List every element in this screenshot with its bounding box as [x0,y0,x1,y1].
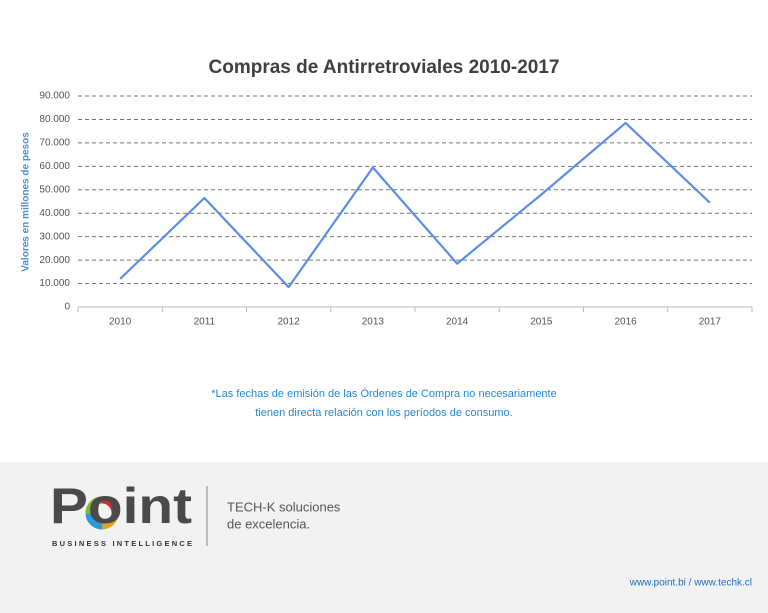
chart-title: Compras de Antirretroviales 2010-2017 [209,57,560,78]
x-tick-label: 2012 [278,317,301,328]
y-tick-label: 80.000 [39,114,70,125]
x-tick-label: 2014 [446,317,469,328]
logo-ring [85,496,119,530]
x-tick-label: 2016 [615,317,638,328]
y-tick-label: 40.000 [39,208,70,219]
x-tick-label: 2010 [109,317,132,328]
y-tick-label: 20.000 [39,255,70,266]
x-tick-label: 2013 [362,317,385,328]
footnote: tienen directa relación con los períodos… [255,407,512,419]
y-tick-label: 70.000 [39,138,70,149]
y-tick-label: 60.000 [39,161,70,172]
x-tick-label: 2015 [530,317,553,328]
logo-tagline: BUSINESS INTELLIGENCE [52,539,192,548]
y-tick-label: 10.000 [39,278,70,289]
y-tick-label: 30.000 [39,231,70,242]
footnote: *Las fechas de emisión de las Órdenes de… [211,387,556,400]
x-tick-label: 2017 [699,317,722,328]
logo-ring [85,496,119,530]
data-line [119,121,711,289]
x-tick-label: 2011 [194,317,216,328]
logo-ring [85,496,119,530]
slogan: TECH-K soluciones [227,499,341,514]
logo-ring [85,496,119,530]
logo-text: Point [50,478,192,534]
y-tick-label: 50.000 [39,184,70,195]
y-tick-label: 90.000 [39,91,70,102]
y-tick-label: 0 [64,302,70,313]
footer-links[interactable]: www.point.bi / www.techk.cl [629,578,752,589]
slogan: de excelencia. [227,516,310,531]
footer-bg [0,462,768,613]
y-axis-title: Valores en millones de pesos [21,132,32,272]
